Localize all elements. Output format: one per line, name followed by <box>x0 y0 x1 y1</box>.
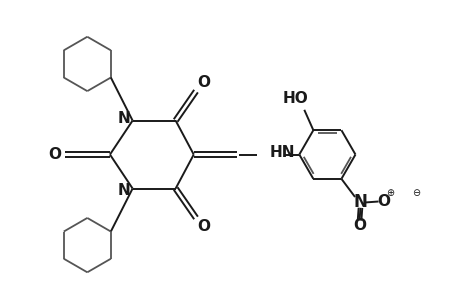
Text: O: O <box>197 219 210 234</box>
Text: O: O <box>353 218 365 233</box>
Text: O: O <box>197 76 210 91</box>
Text: ⊕: ⊕ <box>386 188 393 198</box>
Text: HO: HO <box>282 91 308 106</box>
Text: ⊖: ⊖ <box>411 188 419 198</box>
Text: N: N <box>353 194 367 211</box>
Text: N: N <box>118 111 130 126</box>
Text: O: O <box>48 147 61 162</box>
Text: N: N <box>118 183 130 198</box>
Text: HN: HN <box>269 145 294 160</box>
Text: O: O <box>377 194 390 209</box>
